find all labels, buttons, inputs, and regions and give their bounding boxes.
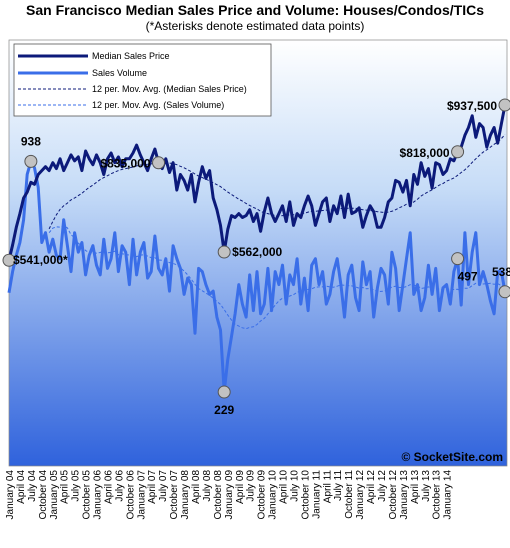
price-marker [498, 98, 510, 112]
volume-data-label: 229 [214, 403, 234, 417]
volume-data-label: 938 [21, 134, 41, 148]
brand-watermark: © SocketSite.com [401, 450, 503, 464]
x-tick-label: October 05 [82, 470, 93, 520]
x-tick-label: January 08 [180, 470, 191, 520]
x-tick-label: October 12 [388, 470, 399, 520]
x-tick-label: July 07 [158, 470, 169, 502]
volume-marker [498, 285, 510, 299]
x-tick-label: April 10 [279, 470, 290, 504]
x-tick-label: April 08 [191, 470, 202, 504]
x-tick-label: April 05 [60, 470, 71, 504]
x-tick-label: October 04 [38, 470, 49, 520]
legend-label-volume: Sales Volume [92, 68, 147, 78]
legend: Median Sales Price Sales Volume 12 per. … [13, 43, 272, 117]
x-tick-label: January 14 [443, 470, 454, 520]
legend-label-volume-ma: 12 per. Mov. Avg. (Sales Volume) [92, 100, 224, 110]
volume-data-label: 538 [492, 265, 510, 279]
x-tick-label: July 09 [246, 470, 257, 502]
x-tick-label: January 12 [355, 470, 366, 520]
x-tick-label: April 11 [322, 470, 333, 504]
x-tick-label: January 07 [136, 470, 147, 520]
x-tick-label: October 06 [125, 470, 136, 520]
price-data-label: $818,000 [400, 146, 450, 160]
x-tick-label: July 12 [377, 470, 388, 502]
x-axis-ticks: January 04 April 04 July 04 October 04 Janua… [5, 470, 454, 520]
volume-marker [217, 385, 231, 399]
x-tick-label: July 13 [421, 470, 432, 502]
chart-subtitle: (*Asterisks denote estimated data points… [146, 19, 365, 33]
volume-line [7, 159, 507, 394]
x-tick-label: April 07 [147, 470, 158, 504]
volume-marker [24, 154, 38, 168]
x-tick-label: January 09 [224, 470, 235, 520]
x-tick-label: April 09 [235, 470, 246, 504]
x-tick-label: July 06 [114, 470, 125, 502]
x-tick-label: July 05 [71, 470, 82, 502]
x-tick-label: January 11 [311, 470, 322, 519]
x-tick-label: October 09 [257, 470, 268, 520]
series-line-volume [7, 159, 507, 394]
x-tick-label: October 07 [169, 470, 180, 520]
x-tick-label: January 05 [49, 470, 60, 520]
volume-data-label: 497 [458, 270, 478, 284]
x-tick-label: July 08 [202, 470, 213, 502]
x-tick-label: January 10 [268, 470, 279, 520]
price-data-label: $937,500 [447, 99, 497, 113]
price-data-label: $562,000 [232, 245, 282, 259]
x-tick-label: October 13 [432, 470, 443, 520]
x-tick-label: April 06 [104, 470, 115, 504]
x-tick-label: April 12 [366, 470, 377, 504]
chart-title: San Francisco Median Sales Price and Vol… [26, 2, 484, 18]
price-marker [217, 245, 231, 259]
legend-label-price-ma: 12 per. Mov. Avg. (Median Sales Price) [92, 84, 247, 94]
x-tick-label: April 13 [410, 470, 421, 504]
x-tick-label: January 06 [93, 470, 104, 520]
x-tick-label: October 11 [344, 470, 355, 519]
x-tick-label: October 08 [213, 470, 224, 520]
legend-label-price: Median Sales Price [92, 51, 170, 61]
x-tick-label: July 10 [290, 470, 301, 502]
x-tick-label: January 04 [5, 470, 16, 520]
price-marker [152, 156, 166, 170]
highlight-markers [2, 98, 510, 399]
x-tick-label: January 13 [399, 470, 410, 520]
x-tick-label: July 04 [27, 470, 38, 502]
price-data-label: $835,000 [100, 157, 150, 171]
x-tick-label: October 10 [300, 470, 311, 520]
series-line-price [7, 104, 507, 261]
price-data-label: $541,000* [13, 253, 68, 267]
series-line-volume-ma [48, 225, 506, 330]
price-marker [2, 253, 16, 267]
price-line [7, 104, 507, 261]
data-labels: $541,000* $835,000 $562,000 $818,000 $937,50… [13, 99, 510, 417]
price-marker [451, 145, 465, 159]
volume-marker [451, 252, 465, 266]
x-tick-label: July 11 [333, 470, 344, 501]
x-tick-label: April 04 [16, 470, 27, 504]
